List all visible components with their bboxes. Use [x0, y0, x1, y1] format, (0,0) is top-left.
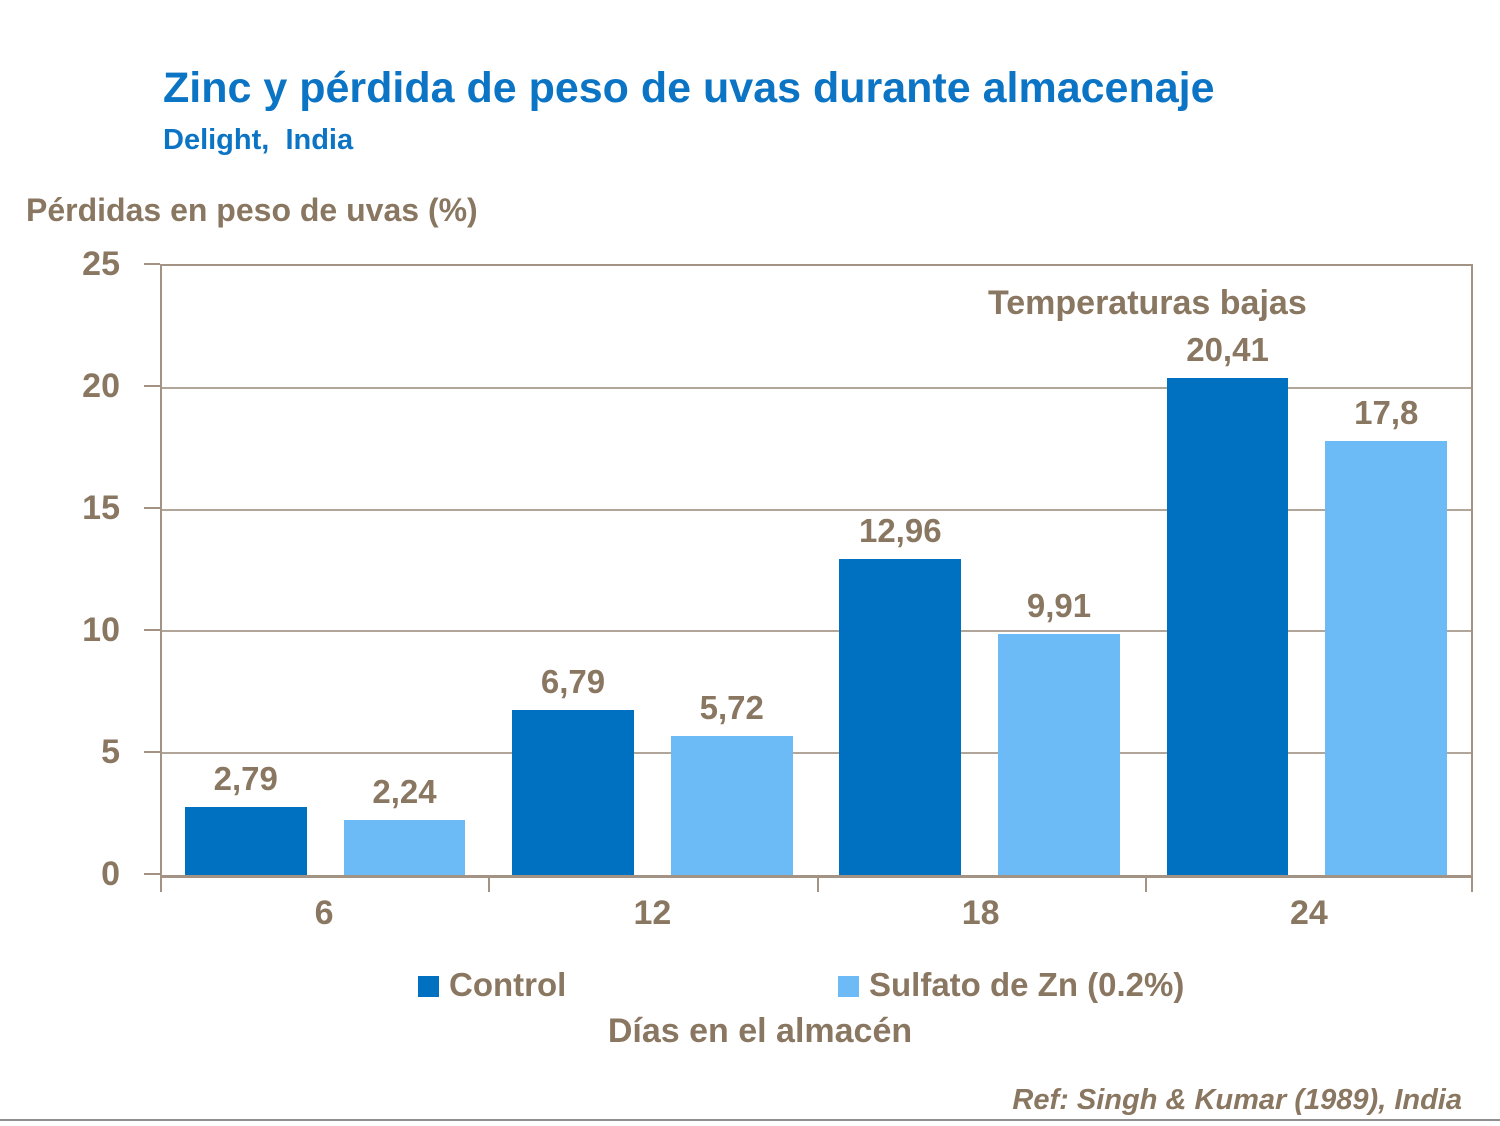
y-tick-mark-25	[144, 263, 160, 265]
y-tick-label-20: 20	[82, 367, 120, 405]
plot-area: Temperaturas bajas 2,79 2,24 6,79 5,72 12,96…	[160, 264, 1473, 878]
y-tick-mark-20	[144, 385, 160, 387]
y-tick-label-25: 25	[82, 245, 120, 283]
legend-entry-sulfato: Sulfato de Zn (0.2%)	[838, 966, 1184, 1004]
bar-sulfato-24	[1325, 441, 1448, 875]
y-tick-mark-0	[144, 873, 160, 875]
x-tick-mark-3	[1144, 877, 1147, 892]
gridline-15	[162, 508, 1471, 511]
legend-swatch-sulfato	[838, 976, 859, 997]
x-tick-mark-2	[816, 877, 819, 892]
y-axis-title: Pérdidas en peso de uvas (%)	[26, 192, 478, 228]
bar-control-6	[184, 807, 307, 875]
bar-value-label-control-18: 12,96	[858, 512, 942, 550]
bar-sulfato-6	[343, 820, 466, 875]
bottom-divider	[0, 1119, 1500, 1121]
x-tick-mark-0	[160, 877, 162, 892]
bar-control-18	[839, 559, 962, 875]
bar-value-label-control-24: 20,41	[1186, 330, 1269, 368]
y-tick-mark-10	[144, 629, 160, 631]
bar-value-label-sulfato-18: 9,91	[1026, 586, 1092, 624]
bar-value-label-sulfato-6: 2,24	[372, 773, 437, 811]
bar-value-label-control-6: 2,79	[213, 760, 278, 798]
x-tick-mark-4	[1471, 877, 1473, 892]
legend-entry-control: Control	[418, 966, 566, 1004]
bar-value-label-sulfato-24: 17,8	[1354, 394, 1419, 432]
gridline-10	[162, 630, 1471, 633]
slide-subtitle: Delight, India	[163, 124, 354, 156]
x-tick-label-12: 12	[633, 894, 672, 932]
bar-sulfato-18	[998, 633, 1120, 875]
x-tick-label-18: 18	[961, 894, 1000, 932]
y-tick-mark-15	[144, 507, 160, 509]
bar-value-label-control-12: 6,79	[540, 662, 606, 700]
x-tick-label-6: 6	[314, 894, 334, 932]
legend-label-control: Control	[449, 966, 567, 1003]
bar-control-24	[1166, 377, 1289, 875]
gridline-20	[162, 386, 1471, 389]
x-axis-title: Días en el almacén	[607, 1012, 913, 1050]
bar-value-label-sulfato-12: 5,72	[699, 688, 764, 726]
legend-swatch-control	[418, 976, 439, 997]
slide-title: Zinc y pérdida de peso de uvas durante a…	[163, 64, 1215, 112]
gridline-5	[162, 752, 1471, 755]
y-tick-label-15: 15	[82, 489, 120, 527]
legend-label-sulfato: Sulfato de Zn (0.2%)	[869, 966, 1185, 1003]
y-tick-label-5: 5	[101, 733, 120, 771]
y-tick-label-10: 10	[82, 611, 120, 649]
x-tick-mark-1	[488, 877, 491, 892]
reference-text: Ref: Singh & Kumar (1989), India	[1012, 1084, 1462, 1116]
x-tick-label-24: 24	[1289, 894, 1328, 932]
y-tick-mark-5	[144, 751, 160, 753]
chart-annotation: Temperaturas bajas	[988, 284, 1307, 322]
y-tick-label-0: 0	[101, 855, 120, 893]
bar-sulfato-12	[670, 735, 793, 875]
bar-control-12	[512, 709, 634, 875]
